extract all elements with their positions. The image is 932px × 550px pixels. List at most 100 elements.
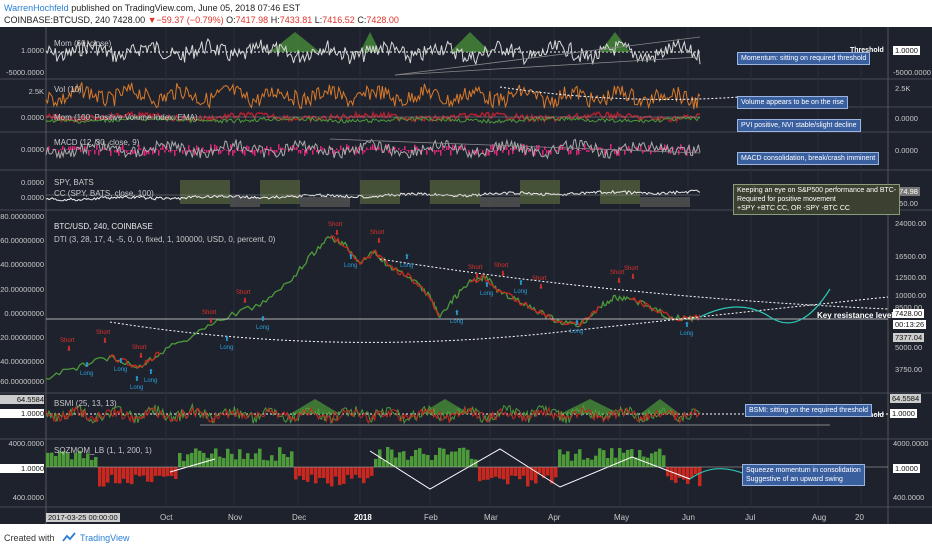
spy-right-b: 250.00 [895,199,918,208]
sqz-bar [146,467,150,482]
macd-histogram-bar [586,150,588,152]
vol-note[interactable]: Volume appears to be on the rise [737,96,848,109]
sqz-bar [250,459,254,467]
tradingview-link[interactable]: TradingView [80,533,130,543]
sqz-bar [438,447,442,467]
price-change: −59.37 (−0.79%) [156,15,224,25]
sqz-right-b: 1.0000 [893,464,920,473]
macd-histogram-bar [204,150,206,152]
sqz-bar [106,467,110,483]
sqz-bar [134,467,138,475]
macd-histogram-bar [240,150,242,152]
sqz-bar [494,467,498,477]
cc-pane-label[interactable]: CC (SPY, BATS, close, 100) [54,189,154,198]
macd-histogram-bar [304,150,306,156]
spy-note[interactable]: Keeping an eye on S&P500 performance and… [733,184,901,215]
sqz-bar [178,452,182,467]
sqz-bar [506,467,510,485]
sqz-bar [430,460,434,467]
price-line-down [469,274,601,328]
macd-histogram-bar [336,148,338,150]
macd-histogram-bar [492,144,494,150]
dti-pane-label[interactable]: DTI (3, 28, 17, 4, -5, 0, 0, fixed, 1, 1… [54,235,276,244]
macd-histogram-bar [640,145,642,150]
macd-histogram-bar [276,150,278,153]
short-signal-label: Short [532,276,547,282]
mom-pane-label[interactable]: Mom (60, close) [54,39,112,48]
mom-trendline [394,36,701,76]
macd-histogram-bar [280,147,282,150]
spy-pane-label[interactable]: SPY, BATS [54,178,94,187]
macd-histogram-bar [228,150,230,156]
macd-histogram-bar [298,150,300,153]
down-arrow-icon: ▼ [147,15,157,25]
sqz-bar [514,467,518,476]
sqz-bar [582,459,586,467]
sqz-bar [462,447,466,467]
macd-histogram-bar [506,146,508,150]
macd-histogram-bar [498,146,500,150]
main-pane-label[interactable]: BTC/USD, 240, COINBASE [54,222,153,231]
sqz-bar [98,467,102,487]
short-signal-label: Short [370,230,385,236]
bsmi-right-a: 64.5584 [890,394,922,403]
long-arrow-icon: ⬆ [224,336,230,343]
mom-note[interactable]: Momentum: sitting on required threshold [737,52,871,65]
pvi-note[interactable]: PVI positive, NVI stable/slight decline [737,119,861,132]
sqz-note[interactable]: Squeeze momentum in consolidation Sugges… [742,464,865,486]
macd-histogram-bar [74,146,76,150]
sqz-bar [294,467,298,480]
author-link[interactable]: WarrenHochfeld [4,3,69,13]
sqz-bar [322,467,326,478]
macd-histogram-bar [84,146,86,150]
chart-header: WarrenHochfeld published on TradingView.… [0,0,932,27]
sqz-bar [278,447,282,467]
vol-right: 2.5K [895,84,911,93]
short-arrow-icon: ⬇ [66,346,72,353]
macd-histogram-bar [338,150,340,153]
pvi-pane-label[interactable]: Mom (100, Positive Volume Index: EMA) [54,113,198,122]
macd-histogram-bar [444,150,446,151]
sqz-bar [150,467,154,483]
sqz-bar [546,467,550,476]
sqz-pane-label[interactable]: SQZMOM_LB (1, 1, 200, 1) [54,446,152,455]
macd-histogram-bar [382,150,384,152]
sqz-bar [698,467,702,487]
chart-area[interactable]: Mom (60, close) Vol (10) Mom (100, Posit… [0,27,932,524]
spy-note-line3: +SPY +BTC CC, OR -SPY -BTC CC [737,205,850,212]
long-signal-label: Long [570,329,584,335]
short-signal-label: Short [624,266,639,272]
long-signal-label: Long [680,331,694,337]
short-signal-label: Short [202,310,217,316]
macd-pane-label[interactable]: MACD (12, 30, close, 9) [54,138,140,147]
level-tag: 7377.04 [893,333,925,342]
macd-histogram-bar [114,150,116,153]
sqz-bar [274,460,278,467]
sqz-bar [194,448,198,467]
sqz-bar [258,448,262,467]
main-left-tick: -20.00000000 [0,333,44,342]
mom-fill [360,32,380,52]
macd-histogram-bar [614,150,616,154]
main-upper-trend [379,258,889,310]
short-arrow-icon: ⬇ [630,274,636,281]
bsmi-pane-label[interactable]: BSMI (25, 13, 13) [54,399,117,408]
pvi-left: 0.0000 [21,113,44,122]
x-axis-label: Jun [682,513,695,522]
macd-histogram-bar [170,150,172,153]
symbol-name[interactable]: COINBASE:BTCUSD, 240 [4,15,111,25]
macd-histogram-bar [138,144,140,150]
bsmi-note[interactable]: BSMI: sitting on the required threshold [745,404,873,417]
macd-note[interactable]: MACD consolidation, break/crash imminent [737,152,880,165]
countdown-tag: 00:13:26 [893,320,927,329]
sqz-bar [230,453,234,467]
sqz-bar [70,459,74,467]
sqz-bar [110,467,114,475]
footer: Created with TradingView [0,524,932,550]
macd-histogram-bar [648,145,650,150]
spy-left-a: 0.0000 [21,178,44,187]
macd-histogram-bar [398,147,400,150]
vol-pane-label[interactable]: Vol (10) [54,85,82,94]
mom-threshold-label: Threshold [850,47,884,54]
macd-histogram-bar [522,144,524,150]
